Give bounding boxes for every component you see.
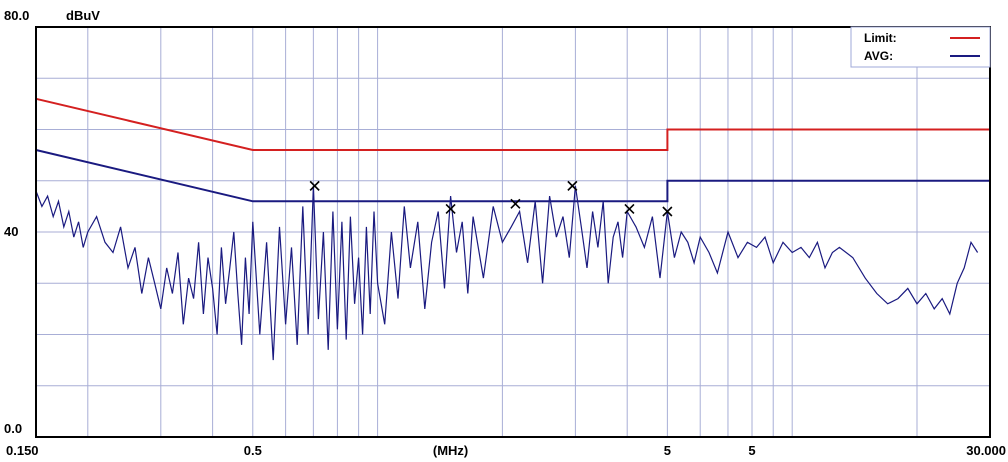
x-tick-label: 5	[664, 443, 671, 458]
measurement-trace	[35, 185, 979, 361]
y-unit-label: dBuV	[66, 8, 100, 23]
legend-box	[850, 26, 991, 68]
limit-line-avg	[35, 149, 990, 203]
peak-marker	[567, 180, 578, 191]
x-tick-label: (MHz)	[433, 443, 468, 458]
limit-line-limit	[35, 97, 990, 151]
legend-label-limit: Limit:	[864, 31, 897, 45]
legend-label-avg: AVG:	[864, 49, 893, 63]
legend: Limit: AVG:	[850, 26, 991, 68]
peak-marker	[624, 203, 635, 215]
x-tick-labels: 0.150 0.5 (MHz) 5 30.000 5	[6, 443, 1006, 458]
trace-line	[35, 185, 979, 361]
peak-marker	[510, 198, 521, 209]
y-tick-label: 0.0	[4, 421, 22, 436]
x-tick-label: 0.5	[244, 443, 262, 458]
y-tick-label: 80.0	[4, 8, 29, 23]
x-tick-label: 5	[748, 443, 755, 458]
x-tick-label: 30.000	[966, 443, 1006, 458]
plot-frame	[35, 26, 991, 438]
limit-lines	[35, 97, 990, 203]
y-tick-label: 40	[4, 224, 18, 239]
peak-marker	[445, 203, 456, 215]
x-tick-label: 0.150	[6, 443, 39, 458]
peak-marker	[662, 206, 673, 217]
peak-marker	[309, 180, 320, 191]
y-tick-labels: 80.0 40 0.0	[4, 8, 29, 436]
peak-markers	[309, 180, 673, 217]
grid	[36, 27, 990, 437]
